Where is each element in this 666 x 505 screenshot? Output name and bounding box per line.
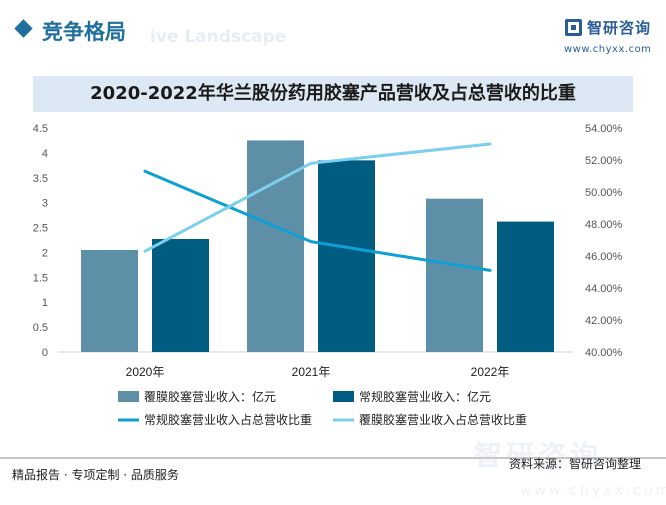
y-left-tick-label: 1 — [42, 297, 48, 309]
source-note: 资料来源：智研咨询整理 — [509, 457, 642, 471]
series-line — [143, 169, 492, 272]
legend-label: 覆膜胶塞营业收入占总营收比重 — [359, 412, 527, 427]
footer-divider — [0, 457, 666, 459]
diamond-icon — [14, 19, 33, 38]
bar — [497, 221, 554, 352]
y-left-tick-label: 4.5 — [33, 123, 48, 135]
y-right-tick-label: 48.00% — [585, 219, 623, 231]
chart-title: 2020-2022年华兰股份药用胶塞产品营收及占总营收的比重 — [90, 83, 576, 104]
section-title: 竞争格局 — [42, 20, 126, 44]
y-right-tick-label: 44.00% — [585, 283, 623, 295]
y-right-tick-label: 40.00% — [585, 347, 623, 359]
y-right-tick-label: 52.00% — [585, 155, 623, 167]
bar — [247, 140, 304, 352]
legend-label: 覆膜胶塞营业收入：亿元 — [144, 389, 276, 404]
bar — [318, 160, 375, 352]
x-tick-label: 2022年 — [471, 365, 510, 379]
y-right-tick-label: 46.00% — [585, 251, 623, 263]
bar — [152, 239, 209, 352]
bar — [426, 198, 483, 352]
header: 竞争格局 ive Landscape 智研咨询 www.chyxx.com — [0, 0, 666, 68]
chart-title-bar: 2020-2022年华兰股份药用胶塞产品营收及占总营收的比重 — [33, 76, 633, 112]
series-line — [143, 142, 492, 253]
footer-watermark-url: www.chyxx.com — [520, 483, 666, 499]
bar — [81, 249, 138, 352]
y-right-tick-label: 50.00% — [585, 187, 623, 199]
logo-name: 智研咨询 — [587, 19, 652, 37]
legend-label: 常规胶塞营业收入占总营收比重 — [144, 412, 312, 427]
y-left-tick-label: 2.5 — [33, 223, 48, 235]
legend-swatch — [118, 391, 139, 402]
footer-slogan: 精品报告 · 专项定制 · 品质服务 — [12, 468, 179, 482]
y-left-tick-label: 1.5 — [33, 272, 48, 284]
header-watermark: ive Landscape — [150, 27, 287, 47]
y-left-tick-label: 0 — [42, 347, 48, 359]
legend-label: 常规胶塞营业收入：亿元 — [359, 389, 491, 404]
logo-icon — [565, 19, 582, 36]
y-left-tick-label: 4 — [42, 148, 48, 160]
legend-swatch — [333, 391, 354, 402]
x-tick-label: 2021年 — [292, 365, 331, 379]
x-tick-label: 2020年 — [126, 365, 165, 379]
y-left-tick-label: 2 — [42, 247, 48, 259]
chart: 0 0.5 1 1.5 2 2.5 3 3.5 4 4.5 40.00% 42.00% 44.00% 46… — [33, 123, 623, 427]
footer-watermark: 智研咨询 — [474, 439, 603, 472]
y-left-tick-label: 0.5 — [33, 322, 48, 334]
y-left-tick-label: 3 — [42, 198, 48, 210]
logo-url: www.chyxx.com — [564, 44, 652, 55]
y-right-tick-label: 42.00% — [585, 315, 623, 327]
y-right-tick-label: 54.00% — [585, 123, 623, 135]
y-left-tick-label: 3.5 — [33, 173, 48, 185]
